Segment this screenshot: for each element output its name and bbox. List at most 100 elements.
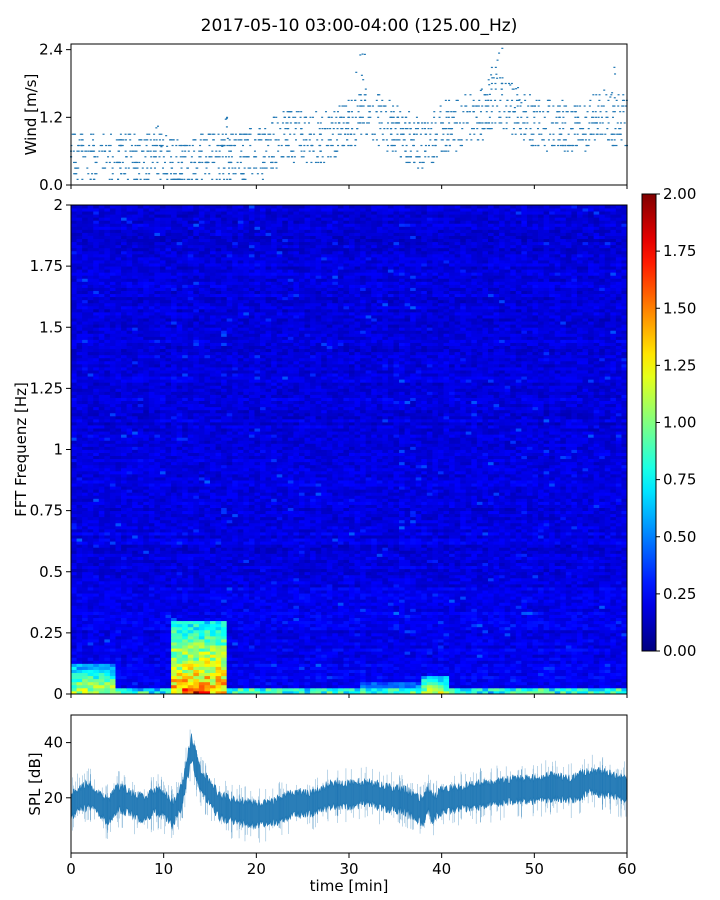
spectrogram-cell [276,602,283,606]
wind-point [215,178,218,180]
spectrogram-cell [298,587,305,591]
spectrogram-cell [98,614,105,618]
spectrogram-cell [371,648,378,652]
spectrogram-cell [276,632,283,637]
spectrogram-cell [521,599,528,603]
spectrogram-cell [610,678,617,683]
spectrogram-cell [165,596,172,600]
spectrogram-cell [232,681,239,686]
spectrogram-cell [98,648,105,652]
wind-point [471,105,474,107]
spectrogram-cell [304,605,311,609]
spectrogram-cell [326,638,333,643]
spectrogram-cell [354,605,361,609]
spectrogram-cell [204,687,211,692]
spectrogram-cell [176,648,183,652]
spectrogram-cell [365,672,372,677]
spectrogram-cell [510,675,517,680]
wind-point [362,122,365,124]
spectrogram-cell [226,626,233,631]
wind-point [461,128,464,130]
spectrogram-cell [310,672,317,677]
wind-point [436,133,439,135]
spectrogram-cell [526,617,533,622]
wind-point [479,122,482,124]
spectrogram-cell [621,617,628,622]
wind-point [392,105,395,107]
spectrogram-cell [465,651,472,655]
spectrogram-cell [232,590,239,594]
wind-point [572,144,575,147]
spectrogram-cell [426,632,433,637]
spectrogram-cell [371,602,378,606]
spectrogram-cell [393,684,400,689]
spectrogram-cell [215,663,222,667]
spectrogram-cell [187,660,194,664]
spectrogram-cell [109,614,116,618]
spectrogram-cell [476,605,483,609]
wind-point [94,156,97,158]
spectrogram-cell [476,614,483,618]
spectrogram-cell [109,617,116,622]
spectrogram-cell [437,602,444,606]
wind-point [600,105,603,107]
spectrogram-cell [298,648,305,652]
wind-point [75,173,78,175]
spectrogram-cell [615,675,622,680]
spectrogram-cell [421,611,428,615]
spectrogram-cell [426,684,433,689]
wind-point [537,105,540,107]
spectrogram-cell [526,620,533,625]
wind-point [524,133,527,135]
spectrogram-cell [443,620,450,625]
spectrogram-cell [198,593,205,597]
spectrogram-cell [576,675,583,680]
spectrogram-cell [271,684,278,689]
spectrogram-cell [471,657,478,661]
spectrogram-cell [221,629,228,634]
wind-point [179,156,182,158]
wind-point [405,144,408,147]
spectrogram-cell [443,617,450,622]
spectrogram-cell [421,654,428,658]
spectrogram-cell [154,617,161,622]
spectrogram-cell [287,666,294,670]
spectrogram-cell [449,642,456,646]
spectrogram-cell [460,623,467,628]
spectrogram-cell [526,690,533,695]
spectrogram-cell [449,645,456,649]
wind-point [264,128,267,130]
wind-point [228,178,231,180]
wind-point [491,105,494,107]
spectrogram-cell [287,657,294,661]
wind-point [611,133,614,135]
spectrogram-cell [104,678,111,683]
spectrogram-cell [454,672,461,677]
spectrogram-cell [387,687,394,692]
spectrogram-cell [176,617,183,622]
spectrogram-cell [221,632,228,637]
wind-point [98,150,101,152]
wind-point [429,139,432,141]
spectrogram-cell [260,687,266,692]
spectrogram-cell [337,596,344,600]
spectrogram-cell [198,681,205,686]
wind-point [246,156,249,158]
spectrogram-cell [282,632,289,637]
spectrogram-cell [126,660,133,664]
spectrogram-cell [393,663,400,667]
spectrogram-cell [232,638,239,643]
spectrogram-cell [371,608,378,612]
spectrogram-cell [337,620,344,625]
spectrogram-cell [382,608,389,612]
wind-point [425,133,428,135]
wind-point [494,122,497,124]
spectrogram-cell [337,590,344,594]
spectrogram-cell [510,608,517,612]
spectrogram-cell [543,684,550,689]
wind-point [524,99,527,101]
wind-point [360,133,363,135]
spectrogram-cell [82,608,89,612]
wind-point [205,167,208,169]
wind-point [351,128,354,130]
